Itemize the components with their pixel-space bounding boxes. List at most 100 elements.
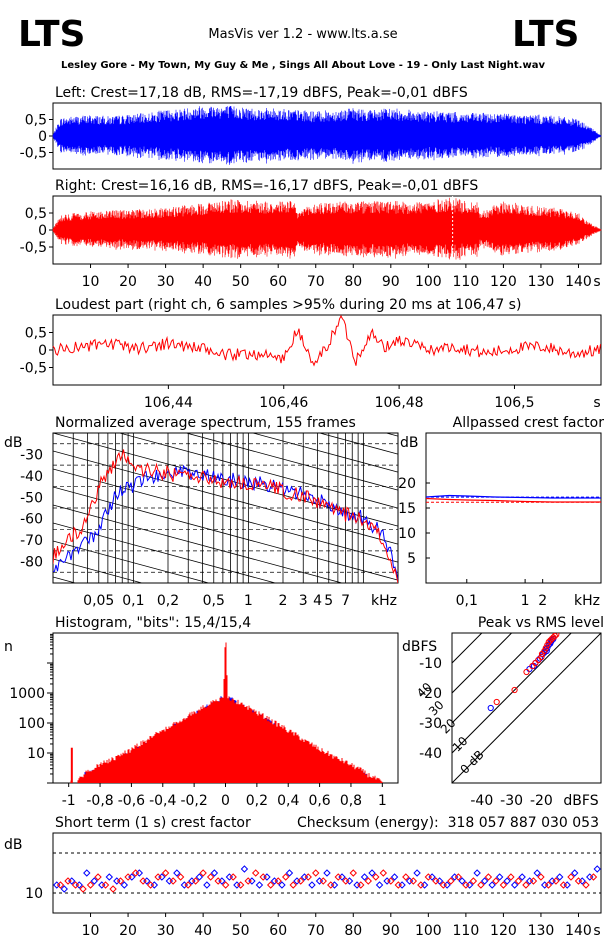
right-title: Right: Crest=16,16 dB, RMS=-16,17 dBFS, … bbox=[55, 178, 478, 194]
short_term_crest-point bbox=[225, 873, 234, 881]
spectrum-slope-line bbox=[318, 433, 398, 455]
short_term_crest-point bbox=[567, 873, 575, 881]
short_term_crest-point bbox=[109, 885, 117, 893]
short_term_crest-point bbox=[417, 881, 425, 889]
histogram-xtick-label: -0,4 bbox=[149, 793, 176, 809]
peak_rms-xtick-label: -40 bbox=[470, 793, 493, 809]
short_term_crest-point bbox=[394, 881, 403, 889]
allpassed-series-1 bbox=[425, 497, 601, 503]
short_term_crest-point bbox=[533, 869, 541, 877]
short_term_crest-xtick-label: 90 bbox=[382, 923, 400, 939]
spectrum-ylabel: dB bbox=[4, 435, 23, 451]
short_term_crest-point bbox=[379, 869, 388, 877]
short_term_crest-point bbox=[251, 869, 260, 877]
short_term_crest-point bbox=[507, 873, 515, 881]
short_term_crest-xtick-label: 30 bbox=[157, 923, 175, 939]
short_term_crest-point bbox=[544, 881, 553, 889]
histogram-ylabel: n bbox=[4, 639, 13, 655]
short_term_crest-xtick-label: 120 bbox=[490, 923, 517, 939]
app-title: MasVis ver 1.2 - www.lts.a.se bbox=[208, 27, 397, 42]
spectrum-slope-line bbox=[53, 325, 398, 418]
short_term_crest-point bbox=[589, 873, 598, 881]
short_term_crest-point bbox=[477, 881, 485, 889]
short_term_crest-point bbox=[86, 881, 95, 889]
spectrum-xtick-label: 0,1 bbox=[122, 593, 144, 609]
peak_rms-point bbox=[553, 633, 560, 638]
short_term_crest-point bbox=[390, 873, 399, 881]
allpassed-xtick-label: 2 bbox=[538, 593, 547, 609]
short_term_crest-point bbox=[139, 877, 147, 885]
peak_rms-title: Peak vs RMS level bbox=[478, 615, 604, 631]
spectrum-slope-line bbox=[53, 468, 398, 563]
left-ytick-label: 0 bbox=[38, 129, 47, 145]
short_term_crest-point bbox=[383, 877, 391, 885]
short_term_crest-point bbox=[447, 877, 455, 885]
loudest-ytick-label: 0 bbox=[38, 343, 47, 359]
short_term_crest-point bbox=[413, 869, 421, 877]
short_term_crest-point bbox=[480, 877, 489, 885]
spectrum-xtick-label: 0,05 bbox=[83, 593, 114, 609]
short_term_crest-xtick-label: 20 bbox=[119, 923, 137, 939]
right-ytick-label: 0,5 bbox=[25, 206, 47, 222]
spectrum-slope-line bbox=[53, 558, 144, 583]
histogram-ytick-label: 100 bbox=[18, 716, 45, 732]
peak_rms-crest-line bbox=[452, 633, 572, 754]
short_term_crest-point bbox=[308, 881, 316, 889]
short_term_crest-point bbox=[98, 881, 106, 889]
short_term_crest-point bbox=[364, 877, 372, 885]
short_term_crest-point bbox=[537, 873, 545, 881]
short_term_crest-xtick-label: 100 bbox=[415, 923, 442, 939]
peak_rms-point bbox=[532, 659, 539, 667]
short_term_crest-point bbox=[120, 881, 129, 889]
spectrum-xtick-label: 3 bbox=[299, 593, 308, 609]
peak_rms-crest-line bbox=[452, 633, 542, 724]
short_term_crest-xunit: s bbox=[593, 923, 600, 939]
allpassed-ytick-label: 10 bbox=[398, 526, 416, 542]
short_term_crest-point bbox=[274, 877, 282, 885]
allpassed-ytick-label: 20 bbox=[398, 476, 416, 492]
loudest-xtick-label: 106,44 bbox=[144, 395, 193, 411]
short_term_crest-point bbox=[488, 881, 496, 889]
loudest-xunit: s bbox=[593, 395, 600, 411]
histogram-xtick-label: -1 bbox=[62, 793, 76, 809]
short_term_crest-point bbox=[571, 869, 579, 877]
short_term_crest-point bbox=[556, 873, 564, 881]
short_term_crest-point bbox=[360, 873, 369, 881]
spectrum-xtick-label: 2 bbox=[279, 593, 288, 609]
file-name: Lesley Gore - My Town, My Guy & Me , Sin… bbox=[61, 60, 545, 71]
right-xtick-label: 120 bbox=[490, 274, 517, 290]
allpassed-xunit: kHz bbox=[574, 593, 600, 609]
short_term_crest-point bbox=[266, 881, 275, 889]
loudest-waveform bbox=[52, 314, 601, 367]
spectrum-slope-line bbox=[53, 307, 398, 400]
short_term_crest-point bbox=[432, 877, 440, 885]
right-xtick-label: 60 bbox=[269, 274, 287, 290]
short_term_crest-checksum-label: Checksum (energy): bbox=[297, 815, 439, 831]
short_term_crest-point bbox=[64, 877, 72, 885]
right-xtick-label: 130 bbox=[528, 274, 555, 290]
short_term_crest-point bbox=[278, 881, 286, 889]
short_term_crest-point bbox=[221, 881, 230, 889]
histogram-title: Histogram, "bits": 15,4/15,4 bbox=[55, 615, 251, 631]
short_term_crest-point bbox=[563, 881, 571, 889]
short_term_crest-point bbox=[312, 869, 320, 877]
short_term_crest-point bbox=[462, 881, 470, 889]
short_term_crest-point bbox=[90, 877, 98, 885]
peak_rms-xtick-label: -30 bbox=[500, 793, 523, 809]
short_term_crest-point bbox=[150, 881, 159, 889]
left-ytick-label: 0,5 bbox=[25, 113, 47, 129]
short_term_crest-point bbox=[398, 881, 406, 889]
spectrum-xunit: kHz bbox=[371, 593, 397, 609]
spectrum-series-1 bbox=[53, 449, 398, 583]
peak_rms-point bbox=[543, 647, 550, 655]
short_term_crest-point bbox=[353, 881, 361, 889]
spectrum-slope-line bbox=[53, 486, 398, 581]
short_term_crest-point bbox=[180, 881, 189, 889]
short_term_crest-point bbox=[574, 877, 583, 885]
short_term_crest-point bbox=[173, 869, 181, 877]
spectrum-slopes bbox=[53, 307, 398, 583]
peak_rms-point bbox=[551, 633, 558, 640]
spectrum-xtick-label: 0,5 bbox=[203, 593, 225, 609]
right-xtick-label: 80 bbox=[344, 274, 362, 290]
short_term_crest-point bbox=[240, 865, 249, 873]
